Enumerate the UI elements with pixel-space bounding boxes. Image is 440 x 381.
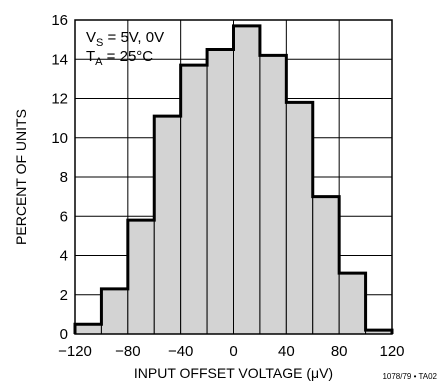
y-tick-label: 6: [60, 208, 68, 225]
y-tick-label: 4: [60, 248, 68, 265]
x-tick-label: −120: [58, 343, 92, 360]
y-tick-label: 2: [60, 287, 68, 304]
y-tick-label: 8: [60, 169, 68, 186]
plot-frame: [74, 19, 393, 335]
histogram-bar: [153, 115, 182, 335]
x-tick-label: 40: [278, 343, 295, 360]
y-tick-label: 0: [60, 326, 68, 343]
y-tick-label: 10: [51, 130, 68, 147]
histogram-bar: [285, 101, 314, 335]
x-tick-label: −40: [168, 343, 193, 360]
x-axis-label: INPUT OFFSET VOLTAGE (μV): [134, 365, 333, 381]
x-tick-label: 120: [379, 343, 404, 360]
histogram-bar: [206, 48, 234, 335]
y-tick-label: 14: [51, 51, 68, 68]
histogram-outline: [73, 24, 394, 334]
histogram-bar: [259, 54, 287, 335]
histogram-bar: [233, 25, 261, 335]
temperature-note: TA = 25°C: [86, 48, 153, 68]
histogram-bar: [127, 219, 155, 335]
x-tick-label: 0: [229, 343, 237, 360]
x-tick-label: 80: [331, 343, 348, 360]
histogram-bar: [338, 272, 367, 335]
y-tick-label: 12: [51, 91, 68, 108]
y-tick-label: 16: [51, 12, 68, 29]
x-tick-label: −80: [115, 343, 140, 360]
supply-voltage-note: VS = 5V, 0V: [86, 29, 164, 49]
histogram-bar: [312, 196, 340, 335]
y-axis-label: PERCENT OF UNITS: [13, 109, 29, 245]
conditions-annotation: VS = 5V, 0V TA = 25°C: [86, 29, 164, 68]
y-tick-labels: 0 2 4 6 8 10 12 14 16: [51, 12, 68, 343]
x-tick-labels: −120 −80 −40 0 40 80 120: [58, 343, 404, 360]
histogram-bar: [180, 64, 208, 335]
figure-code: 1078/79 • TA02: [382, 372, 437, 381]
histogram-bar: [100, 288, 129, 335]
